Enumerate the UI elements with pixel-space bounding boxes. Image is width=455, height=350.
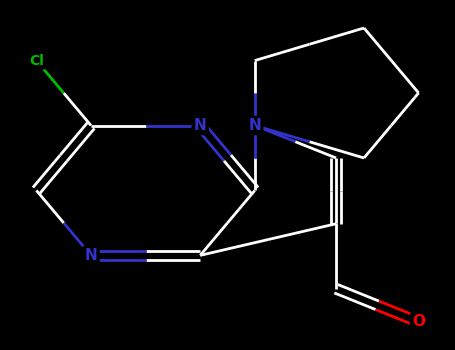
- Text: N: N: [85, 248, 97, 263]
- Text: O: O: [412, 315, 425, 329]
- Text: Cl: Cl: [29, 54, 44, 68]
- Text: N: N: [248, 118, 261, 133]
- Text: N: N: [194, 118, 207, 133]
